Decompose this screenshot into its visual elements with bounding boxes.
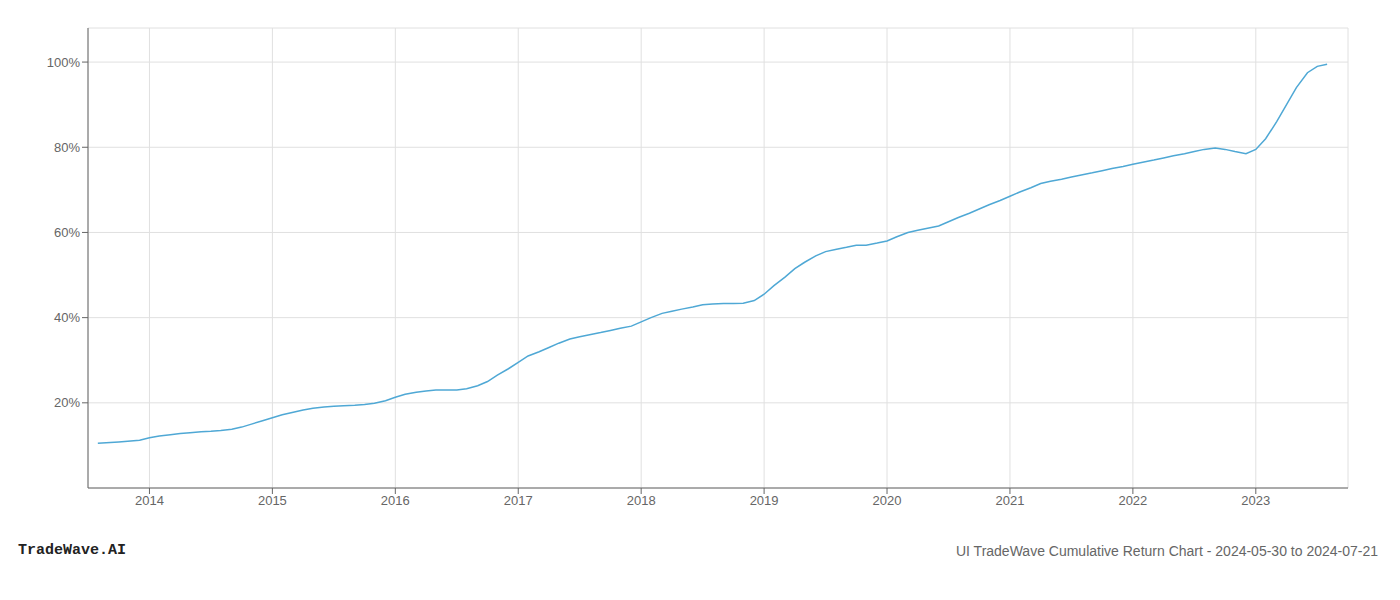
html-text:TradeWave.AI: TradeWave.AI — [18, 542, 126, 559]
svg-text:40%: 40% — [54, 310, 80, 325]
svg-text:100%: 100% — [47, 55, 81, 70]
svg-text:2014: 2014 — [135, 493, 164, 508]
svg-text:60%: 60% — [54, 225, 80, 240]
svg-text:2017: 2017 — [504, 493, 533, 508]
svg-text:2018: 2018 — [627, 493, 656, 508]
html-text:UI TradeWave Cumulative Return: UI TradeWave Cumulative Return Chart - 2… — [956, 543, 1378, 559]
svg-text:80%: 80% — [54, 140, 80, 155]
svg-text:2015: 2015 — [258, 493, 287, 508]
svg-text:20%: 20% — [54, 395, 80, 410]
svg-text:2022: 2022 — [1118, 493, 1147, 508]
svg-text:2016: 2016 — [381, 493, 410, 508]
svg-text:2021: 2021 — [995, 493, 1024, 508]
svg-text:2020: 2020 — [873, 493, 902, 508]
svg-text:2023: 2023 — [1241, 493, 1270, 508]
svg-text:2019: 2019 — [750, 493, 779, 508]
